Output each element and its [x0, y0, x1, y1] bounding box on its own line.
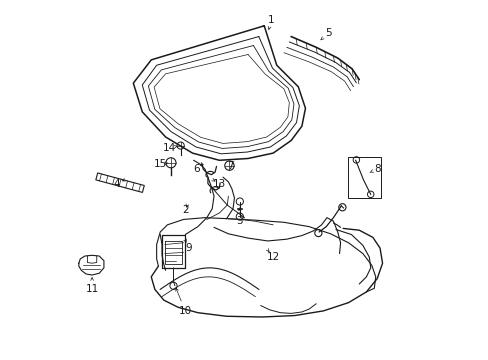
Text: 5: 5	[325, 28, 331, 38]
Text: 7: 7	[226, 161, 233, 171]
Text: 11: 11	[85, 284, 99, 294]
Text: 3: 3	[235, 216, 242, 226]
Text: 12: 12	[266, 252, 279, 262]
Text: 2: 2	[182, 206, 188, 216]
Bar	[348, 157, 381, 198]
Text: 8: 8	[373, 164, 380, 174]
Text: 10: 10	[179, 306, 191, 316]
Text: 1: 1	[267, 15, 274, 26]
Text: 6: 6	[192, 164, 199, 174]
Text: 15: 15	[153, 159, 166, 169]
Text: 13: 13	[212, 179, 225, 189]
Text: 14: 14	[162, 143, 176, 153]
Text: 9: 9	[185, 243, 192, 253]
Text: 4: 4	[114, 179, 120, 189]
